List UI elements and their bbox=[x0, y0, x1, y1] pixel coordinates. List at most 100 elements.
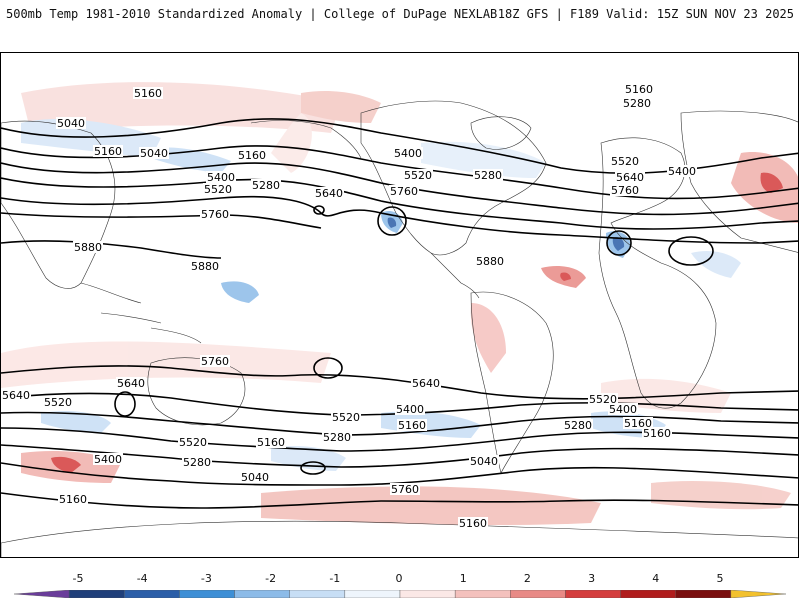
colorbar-segment bbox=[675, 590, 732, 598]
contour-label: 5520 bbox=[331, 411, 361, 424]
contour-label: 5040 bbox=[469, 455, 499, 468]
contour-label: 5520 bbox=[43, 396, 73, 409]
contour-label: 5880 bbox=[475, 255, 505, 268]
svg-text:5880: 5880 bbox=[476, 255, 504, 268]
svg-text:5640: 5640 bbox=[117, 377, 145, 390]
colorbar-segment bbox=[730, 590, 786, 598]
svg-text:5160: 5160 bbox=[625, 83, 653, 96]
contour-label: 5040 bbox=[139, 147, 169, 160]
svg-text:5400: 5400 bbox=[207, 171, 235, 184]
svg-text:5760: 5760 bbox=[611, 184, 639, 197]
svg-text:5640: 5640 bbox=[2, 389, 30, 402]
contour-label: 5040 bbox=[56, 117, 86, 130]
colorbar-segment bbox=[179, 590, 235, 598]
svg-text:5640: 5640 bbox=[412, 377, 440, 390]
colorbar-segment bbox=[565, 590, 621, 598]
svg-text:5520: 5520 bbox=[611, 155, 639, 168]
colorbar-bar bbox=[14, 590, 786, 598]
contour-label: 5400 bbox=[395, 403, 425, 416]
contour-label: 5280 bbox=[182, 456, 212, 469]
colorbar-segment bbox=[124, 590, 180, 598]
contour-label: 5160 bbox=[642, 427, 672, 440]
contour-label: 5520 bbox=[203, 183, 233, 196]
svg-text:5040: 5040 bbox=[470, 455, 498, 468]
svg-text:5400: 5400 bbox=[668, 165, 696, 178]
colorbar-segment bbox=[510, 590, 566, 598]
svg-text:5760: 5760 bbox=[201, 208, 229, 221]
contour-label: 5880 bbox=[190, 260, 220, 273]
contour-label: 5280 bbox=[473, 169, 503, 182]
svg-text:5520: 5520 bbox=[332, 411, 360, 424]
svg-text:5880: 5880 bbox=[191, 260, 219, 273]
svg-text:5280: 5280 bbox=[183, 456, 211, 469]
contour-label: 5520 bbox=[178, 436, 208, 449]
map-title: 500mb Temp 1981-2010 Standardized Anomal… bbox=[6, 7, 498, 21]
height-contours bbox=[1, 118, 798, 509]
svg-text:5280: 5280 bbox=[623, 97, 651, 110]
contour-label: 5520 bbox=[610, 155, 640, 168]
svg-text:5160: 5160 bbox=[238, 149, 266, 162]
svg-text:5040: 5040 bbox=[57, 117, 85, 130]
contour-label: 5160 bbox=[256, 436, 286, 449]
contour-label: 5640 bbox=[116, 377, 146, 390]
colorbar-tick-label: -2 bbox=[265, 572, 277, 585]
contour-label: 5760 bbox=[200, 208, 230, 221]
svg-text:5400: 5400 bbox=[609, 403, 637, 416]
colorbar-tick-label: -5 bbox=[72, 572, 84, 585]
anomaly-map: 5160 5040 5160 5040 5160 5400 5520 5280 … bbox=[1, 82, 798, 557]
contour-label: 5640 bbox=[615, 171, 645, 184]
svg-text:5520: 5520 bbox=[44, 396, 72, 409]
colorbar-segment bbox=[234, 590, 290, 598]
contour-label: 5760 bbox=[200, 355, 230, 368]
svg-text:5640: 5640 bbox=[616, 171, 644, 184]
svg-text:5520: 5520 bbox=[179, 436, 207, 449]
colorbar-tick-label: -1 bbox=[329, 572, 341, 585]
colorbar-segment bbox=[68, 590, 125, 598]
contour-label: 5160 bbox=[58, 493, 88, 506]
colorbar-tick-label: 3 bbox=[588, 572, 596, 585]
contour-label: 5280 bbox=[563, 419, 593, 432]
contour-label: 5160 bbox=[458, 517, 488, 530]
contour-labels: 5160 5040 5160 5040 5160 5400 5520 5280 … bbox=[1, 83, 697, 530]
colorbar-segment bbox=[620, 590, 676, 598]
colorbar-tick-label: -4 bbox=[136, 572, 148, 585]
svg-text:5160: 5160 bbox=[624, 417, 652, 430]
colorbar-tick-label: -3 bbox=[200, 572, 212, 585]
contour-label: 5400 bbox=[608, 403, 638, 416]
colorbar-tick-label: 1 bbox=[459, 572, 467, 585]
colorbar-tick-label: 5 bbox=[716, 572, 724, 585]
svg-text:5160: 5160 bbox=[134, 87, 162, 100]
contour-label: 5280 bbox=[322, 431, 352, 444]
colorbar-segment bbox=[399, 590, 456, 598]
model-valid-time: 18Z GFS | F189 Valid: 15Z SUN NOV 23 202… bbox=[497, 7, 794, 21]
svg-text:5520: 5520 bbox=[589, 393, 617, 406]
svg-text:5160: 5160 bbox=[459, 517, 487, 530]
svg-text:5160: 5160 bbox=[643, 427, 671, 440]
contour-label: 5160 bbox=[397, 419, 427, 432]
contour-label: 5880 bbox=[73, 241, 103, 254]
contour-label: 5160 bbox=[623, 417, 653, 430]
contour-label: 5400 bbox=[206, 171, 236, 184]
map-panel: 5160 5040 5160 5040 5160 5400 5520 5280 … bbox=[0, 52, 799, 558]
svg-text:5760: 5760 bbox=[201, 355, 229, 368]
contour-label: 5040 bbox=[240, 471, 270, 484]
colorbar-segment bbox=[344, 590, 401, 598]
svg-text:5760: 5760 bbox=[390, 185, 418, 198]
contour-label: 5400 bbox=[93, 453, 123, 466]
colorbar-segment bbox=[289, 590, 346, 598]
closed-contours bbox=[114, 205, 714, 475]
svg-text:5520: 5520 bbox=[204, 183, 232, 196]
svg-text:5400: 5400 bbox=[94, 453, 122, 466]
svg-text:5880: 5880 bbox=[74, 241, 102, 254]
svg-text:5400: 5400 bbox=[396, 403, 424, 416]
svg-text:5160: 5160 bbox=[398, 419, 426, 432]
contour-label: 5280 bbox=[622, 97, 652, 110]
contour-label: 5760 bbox=[610, 184, 640, 197]
svg-text:5280: 5280 bbox=[474, 169, 502, 182]
svg-text:5160: 5160 bbox=[257, 436, 285, 449]
svg-text:5400: 5400 bbox=[394, 147, 422, 160]
contour-label: 5760 bbox=[390, 483, 420, 496]
contour-label: 5520 bbox=[588, 393, 618, 406]
svg-text:5520: 5520 bbox=[404, 169, 432, 182]
colorbar: -5 -4 -3 -2 -1 0 1 2 3 4 5 bbox=[0, 572, 800, 600]
